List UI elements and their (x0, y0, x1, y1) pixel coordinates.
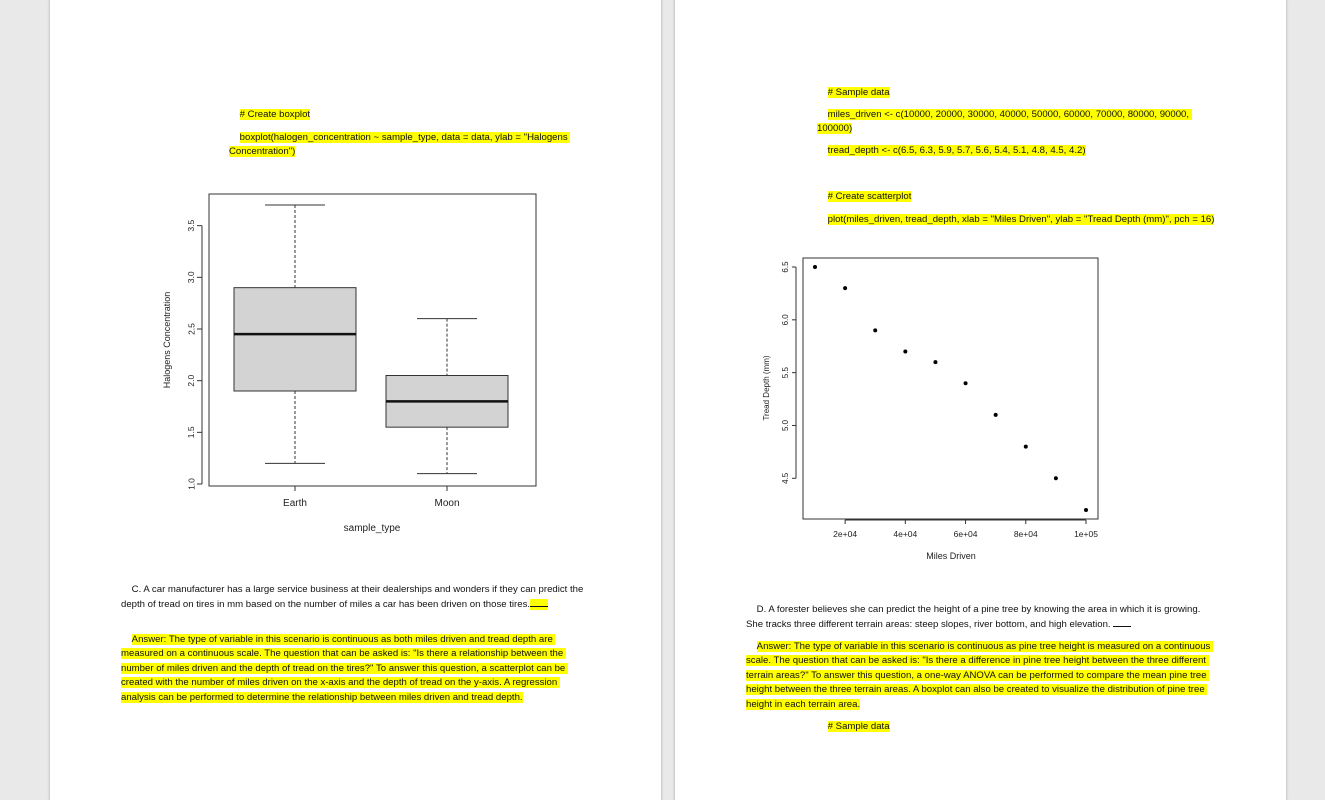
scatter-x-tick-label: 4e+04 (893, 529, 917, 539)
code-comment-sample-data-text: # Sample data (827, 86, 890, 98)
scatter-x-tick-label: 1e+05 (1074, 529, 1098, 539)
boxplot-y-tick-label: 2.5 (186, 323, 196, 335)
code-boxplot-call: boxplot(halogen_concentration ~ sample_t… (229, 116, 609, 174)
boxplot-chart: 1.0 1.5 2.0 2.5 3.0 3.5 Earth Moon sample_type… (162, 193, 537, 534)
code-comment-scatterplot: # Create scatterplot (817, 175, 1217, 219)
document-page-2: # Sample data miles_driven <- c(10000, 2… (674, 0, 1287, 800)
boxplot-x-tick-label: Moon (434, 498, 459, 509)
code-comment-boxplot-text: # Create boxplot (239, 108, 311, 120)
scatter-chart: 4.5 5.0 5.5 6.0 6.5 2e+04 4e+04 6e+04 8e+04 1e+0… (762, 257, 1099, 561)
boxplot-boxes (233, 204, 509, 475)
scatter-y-tick-label: 5.5 (781, 367, 790, 379)
scatter-point (963, 381, 968, 386)
answer-blank-c (530, 599, 549, 610)
boxplot-y-tick-label: 1.5 (186, 426, 196, 438)
scatter-x-tick-label: 6e+04 (954, 529, 978, 539)
scatter-y-axis-label: Tread Depth (mm) (762, 355, 771, 420)
scatter-x-axis-label: Miles Driven (926, 551, 976, 561)
scatter-points (813, 265, 1088, 512)
answer-c-text: Answer: The type of variable in this sce… (121, 633, 568, 703)
answer-d-text: Answer: The type of variable in this sce… (746, 640, 1213, 710)
document-page-1: # Create boxplot boxplot(halogen_concent… (49, 0, 662, 800)
boxplot-x-axis-label: sample_type (344, 523, 401, 534)
boxplot-frame (208, 193, 537, 487)
question-d-text: D. A forester believes she can predict t… (746, 603, 1204, 631)
scatter-y-tick-label: 6.0 (781, 314, 790, 326)
scatter-point (1084, 508, 1088, 512)
code-boxplot-call-text: boxplot(halogen_concentration ~ sample_t… (229, 131, 571, 157)
boxplot-y-axis-label: Halogens Concentration (162, 292, 172, 389)
answer-c: Answer: The type of variable in this sce… (121, 618, 591, 720)
scatter-point (993, 412, 998, 417)
boxplot-box (233, 287, 357, 392)
scatter-point (1023, 444, 1028, 449)
boxplot-y-axis: 1.0 1.5 2.0 2.5 3.0 3.5 (186, 219, 203, 490)
scatter-y-axis: 4.5 5.0 5.5 6.0 6.5 (781, 261, 797, 484)
boxplot-y-tick-label: 3.5 (186, 219, 196, 231)
scatter-y-tick-label: 5.0 (781, 419, 790, 431)
code-comment-sample-data-2: # Sample data (817, 705, 1217, 749)
scatter-point (843, 286, 848, 291)
code-comment-scatterplot-text: # Create scatterplot (827, 190, 912, 202)
scatter-x-tick-label: 2e+04 (833, 529, 857, 539)
boxplot-x-tick-labels: Earth Moon (283, 486, 460, 509)
code-comment-boxplot: # Create boxplot (229, 93, 609, 137)
scatter-point (873, 328, 878, 333)
code-comment-sample-data: # Sample data (817, 71, 1217, 115)
boxplot-y-tick-label: 2.0 (186, 374, 196, 386)
question-d: D. A forester believes she can predict t… (746, 588, 1216, 647)
code-plot-call: plot(miles_driven, tread_depth, xlab = "… (817, 198, 1217, 242)
boxplot-y-tick-label: 3.0 (186, 271, 196, 283)
code-plot-call-text: plot(miles_driven, tread_depth, xlab = "… (827, 213, 1215, 225)
code-tread-depth: tread_depth <- c(6.5, 6.3, 5.9, 5.7, 5.6… (817, 129, 1217, 173)
scatter-y-tick-label: 4.5 (781, 472, 790, 484)
question-c-text: C. A car manufacturer has a large servic… (121, 583, 587, 611)
scatter-point (1053, 476, 1058, 481)
scatter-x-tick-label: 8e+04 (1014, 529, 1038, 539)
boxplot-y-tick-label: 1.0 (186, 478, 196, 490)
scatter-point (903, 349, 908, 354)
code-miles-driven: miles_driven <- c(10000, 20000, 30000, 4… (817, 93, 1217, 151)
scatter-y-tick-label: 6.5 (781, 261, 790, 273)
boxplot-x-tick-label: Earth (283, 498, 307, 509)
code-comment-sample-data-2-text: # Sample data (827, 720, 890, 732)
answer-d: Answer: The type of variable in this sce… (746, 625, 1216, 727)
code-tread-depth-text: tread_depth <- c(6.5, 6.3, 5.9, 5.7, 5.6… (827, 144, 1086, 156)
scatter-x-axis: 2e+04 4e+04 6e+04 8e+04 1e+05 (833, 519, 1098, 539)
answer-blank-d (1113, 617, 1132, 627)
scatter-point (813, 265, 817, 269)
scatter-frame (802, 257, 1099, 520)
question-c: C. A car manufacturer has a large servic… (121, 568, 591, 627)
scatter-point (933, 360, 938, 365)
